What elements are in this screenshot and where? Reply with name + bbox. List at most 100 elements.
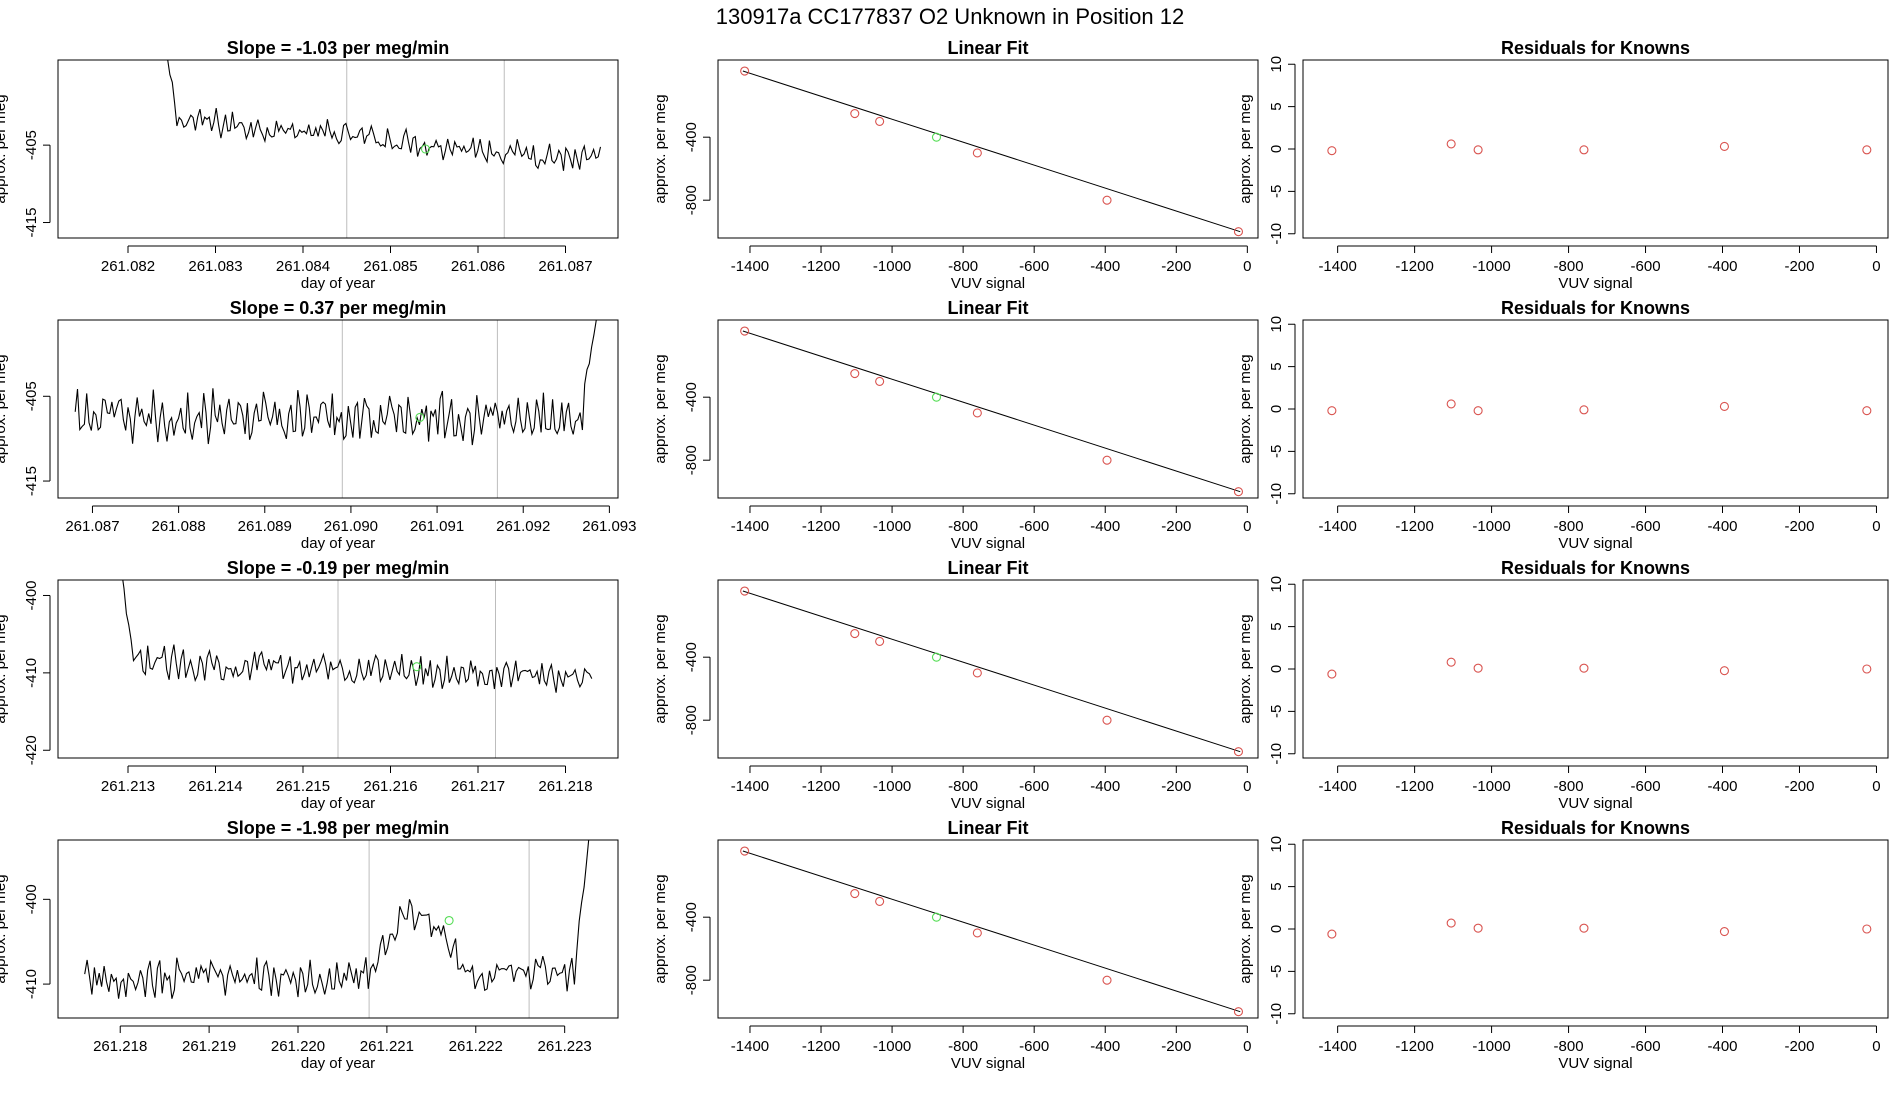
x-tick-label: -600 — [1631, 778, 1661, 795]
x-tick-label: 0 — [1872, 518, 1880, 535]
x-tick-label: -200 — [1784, 258, 1814, 275]
x-tick-label: 261.091 — [410, 518, 464, 535]
panel-title: Slope = -1.03 per meg/min — [227, 38, 450, 58]
x-axis-label: VUV signal — [1558, 275, 1632, 292]
x-tick-label: 261.223 — [538, 1038, 592, 1055]
y-axis-label: approx. per meg — [652, 874, 669, 983]
residual-point — [1862, 664, 1872, 674]
x-tick-label: 261.219 — [182, 1038, 236, 1055]
timeseries-frame — [57, 59, 619, 239]
residual-point — [1579, 405, 1589, 415]
x-tick-label: 261.222 — [449, 1038, 503, 1055]
linear-fit-panel: Linear Fit -1400 -1200 -1000 -800 -600 -400 -20… — [652, 818, 1259, 1072]
x-tick-label: -1400 — [731, 518, 769, 535]
x-tick-label: 0 — [1872, 258, 1880, 275]
x-tick-label: 261.216 — [363, 778, 417, 795]
y-tick-label: -405 — [23, 130, 40, 160]
residual-point — [1862, 924, 1872, 934]
x-tick-label: 261.083 — [188, 258, 242, 275]
y-axis-label: approx. per meg — [0, 94, 9, 203]
y-tick-label: -400 — [683, 902, 700, 932]
residual-point — [1579, 145, 1589, 155]
residuals-frame — [1302, 59, 1889, 239]
x-tick-label: 261.086 — [451, 258, 505, 275]
residual-point — [1446, 139, 1456, 149]
x-tick-label: 0 — [1243, 258, 1251, 275]
x-axis-label: day of year — [301, 275, 375, 292]
fit-line — [742, 590, 1241, 753]
panel-row-3: Slope = -0.19 per meg/min 261.213 261.214 2… — [0, 558, 1889, 812]
x-tick-label: 261.220 — [271, 1038, 325, 1055]
x-tick-label: -800 — [1554, 1038, 1584, 1055]
x-tick-label: 261.218 — [93, 1038, 147, 1055]
timeseries-panel: Slope = -0.19 per meg/min 261.213 261.214 2… — [0, 558, 619, 812]
x-tick-label: 261.085 — [363, 258, 417, 275]
panel-title: Slope = -0.19 per meg/min — [227, 558, 450, 578]
x-tick-label: -200 — [1161, 518, 1191, 535]
y-tick-label: -400 — [23, 580, 40, 610]
residuals-panel: Residuals for Knowns-1400 -1200 -1000 -800-… — [1237, 38, 1889, 292]
x-tick-label: 261.089 — [238, 518, 292, 535]
x-tick-label: 261.221 — [360, 1038, 414, 1055]
unknown-point — [931, 392, 942, 402]
linear-fit-panel: Linear Fit -1400 -1200 -1000 -800 -600 -400 -20… — [652, 38, 1259, 292]
known-point — [740, 66, 750, 76]
y-tick-label: 0 — [1268, 405, 1285, 413]
known-point — [1102, 715, 1112, 725]
y-tick-label: 5 — [1268, 622, 1285, 630]
y-tick-label: -420 — [23, 735, 40, 765]
x-tick-label: 261.093 — [582, 518, 636, 535]
known-point — [850, 629, 860, 639]
x-tick-label: -600 — [1019, 258, 1049, 275]
y-tick-label: -10 — [1268, 223, 1285, 245]
x-tick-label: -400 — [1707, 778, 1737, 795]
x-tick-label: -1200 — [1395, 518, 1433, 535]
panel-title: Slope = 0.37 per meg/min — [230, 298, 447, 318]
known-point — [1102, 455, 1112, 465]
x-tick-label: -600 — [1019, 518, 1049, 535]
residual-point — [1579, 663, 1589, 673]
panel-title: Linear Fit — [947, 818, 1028, 838]
y-tick-label: 10 — [1268, 576, 1285, 593]
y-tick-label: -5 — [1268, 445, 1285, 458]
y-tick-label: 10 — [1268, 836, 1285, 853]
x-axis-label: VUV signal — [1558, 795, 1632, 812]
y-axis-label: approx. per meg — [652, 94, 669, 203]
panel-row-2: Slope = 0.37 per meg/min 261.087 261.088 26… — [0, 298, 1889, 552]
fit-frame — [717, 839, 1259, 1019]
x-tick-label: 261.215 — [276, 778, 330, 795]
y-tick-label: -5 — [1268, 185, 1285, 198]
y-axis-label: approx. per meg — [1237, 94, 1254, 203]
x-tick-label: -800 — [948, 518, 978, 535]
residuals-panel: Residuals for Knowns-1400 -1200 -1000 -800-… — [1237, 558, 1889, 812]
y-tick-label: 5 — [1268, 362, 1285, 370]
x-tick-label: -1400 — [1318, 1038, 1356, 1055]
y-axis-label: approx. per meg — [652, 614, 669, 723]
known-point — [740, 586, 750, 596]
x-axis-label: VUV signal — [951, 535, 1025, 552]
y-tick-label: -400 — [683, 382, 700, 412]
x-tick-label: 261.092 — [496, 518, 550, 535]
known-point — [972, 148, 982, 158]
residual-point — [1579, 923, 1589, 933]
residual-point — [1327, 406, 1337, 416]
x-axis-label: VUV signal — [1558, 535, 1632, 552]
y-tick-label: -410 — [23, 658, 40, 688]
fit-frame — [717, 59, 1259, 239]
known-point — [875, 116, 885, 126]
x-tick-label: -1200 — [802, 778, 840, 795]
timeseries-panel: Slope = -1.98 per meg/min 261.218 261.219 2… — [0, 818, 619, 1072]
known-point — [875, 896, 885, 906]
x-tick-label: -1200 — [802, 1038, 840, 1055]
x-tick-label: -1400 — [731, 1038, 769, 1055]
x-tick-label: -1000 — [1472, 258, 1510, 275]
data-series-line — [74, 320, 597, 446]
residual-point — [1327, 146, 1337, 156]
residual-point — [1719, 926, 1729, 937]
residual-point — [1446, 918, 1456, 928]
y-tick-label: -410 — [23, 969, 40, 999]
y-tick-label: 0 — [1268, 665, 1285, 673]
x-tick-label: -1000 — [873, 258, 911, 275]
y-tick-label: -5 — [1268, 705, 1285, 718]
unknown-marker-point — [415, 412, 425, 423]
